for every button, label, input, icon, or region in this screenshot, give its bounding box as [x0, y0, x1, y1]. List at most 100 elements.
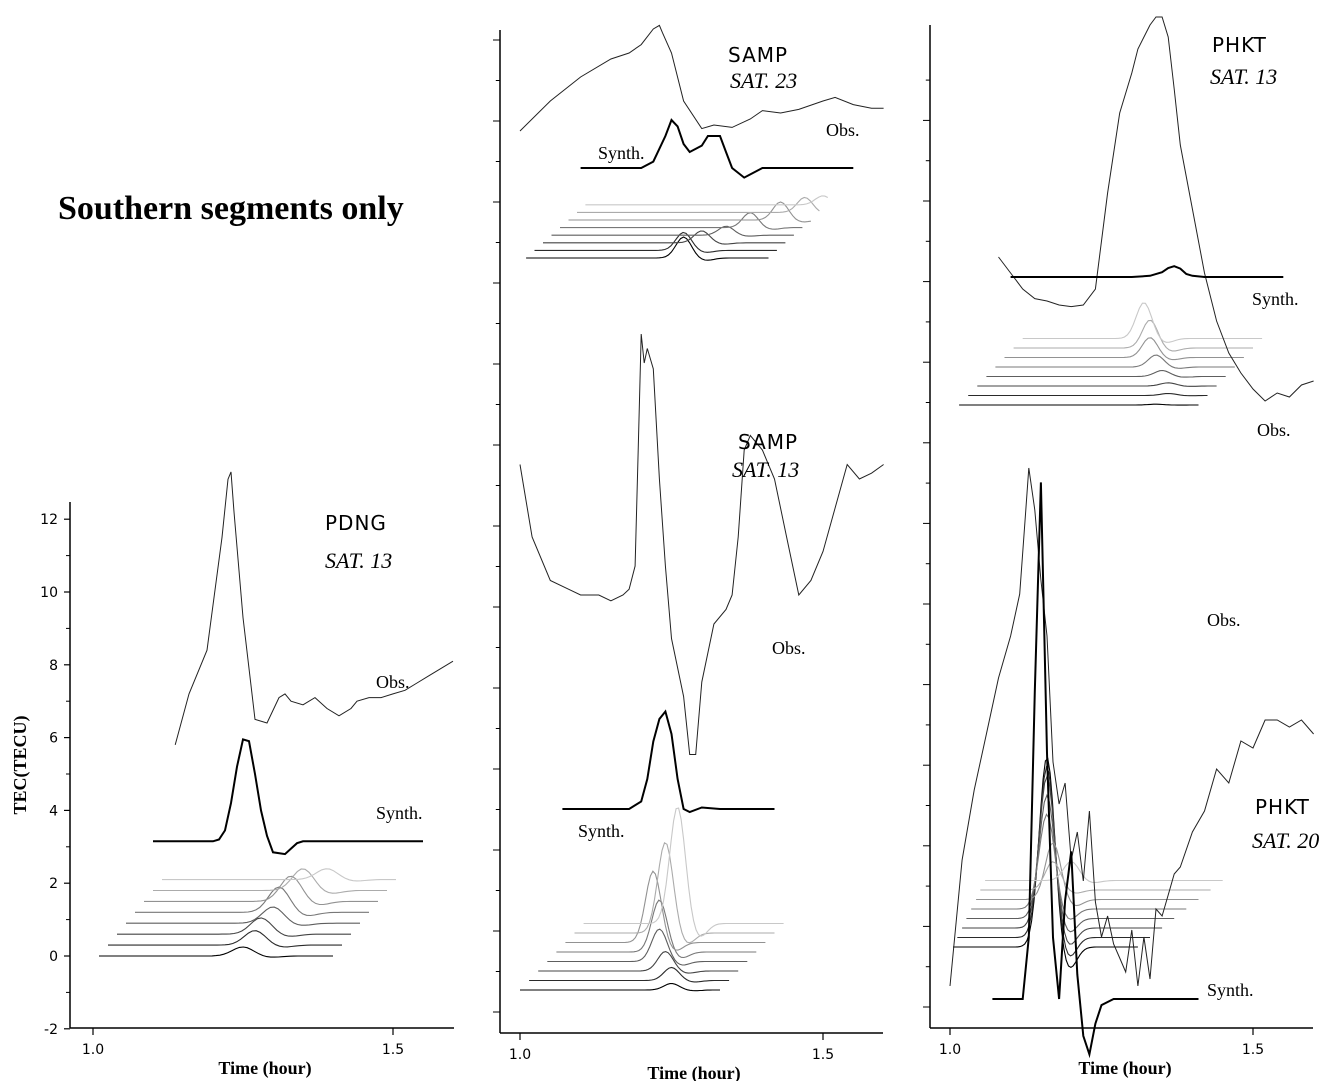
x-ticks: [519, 1033, 824, 1040]
station-label: PHKT: [1255, 795, 1310, 819]
model-stack: [959, 302, 1263, 406]
stack-trace: [520, 983, 720, 992]
satellite-label: SAT. 23: [730, 68, 797, 93]
obs-label: Obs.: [1257, 420, 1291, 440]
panel-phkt: 1.0 1.5 Time (hour) PHKT SAT. 13 Obs. Sy…: [923, 16, 1319, 1079]
stack-trace: [565, 870, 766, 951]
stack-trace: [962, 774, 1163, 945]
y-ticks: [923, 79, 930, 1008]
stack-trace: [577, 196, 820, 213]
figure-title: Southern segments only: [58, 190, 404, 227]
y-ticks: [493, 39, 500, 1013]
series-synth-line: [1010, 265, 1284, 278]
obs-label: Obs.: [376, 672, 410, 692]
x-tick-label: 1.5: [812, 1047, 834, 1063]
stack-trace: [583, 807, 784, 937]
stack-trace: [551, 225, 794, 237]
panel-samp: 1.0 1.5 Time (hour) SAMP SAT. 23 Obs. Sy…: [493, 24, 884, 1081]
stack-trace: [534, 231, 777, 253]
stack-trace: [995, 354, 1235, 369]
stack-trace: [971, 813, 1187, 920]
stack-trace: [977, 382, 1217, 387]
stack-trace: [135, 886, 369, 917]
y-tick-label: 12: [40, 512, 58, 528]
synth-label: Synth.: [1207, 980, 1254, 1000]
model-stack: [520, 807, 784, 992]
stack-trace: [1022, 302, 1263, 343]
stack-trace: [968, 392, 1208, 397]
obs-label: Obs.: [826, 120, 860, 140]
x-tick-label: 1.0: [82, 1042, 104, 1058]
series-synth-line: [580, 118, 854, 179]
y-tick-label: 6: [49, 731, 58, 747]
station-label: SAMP: [728, 43, 788, 67]
station-label: PDNG: [325, 511, 387, 535]
stack-trace: [985, 860, 1223, 884]
series-obs-line: [174, 471, 454, 746]
y-tick-label: 0: [49, 949, 58, 965]
y-tick-label: 2: [49, 876, 58, 892]
stack-trace: [162, 868, 396, 882]
x-tick-label: 1.5: [382, 1042, 404, 1058]
stack-trace: [574, 841, 775, 944]
y-tick-label: -2: [44, 1022, 58, 1038]
synth-label: Synth.: [578, 821, 625, 841]
stack-trace: [126, 906, 360, 926]
y-axis-label: TEC(TECU): [10, 715, 31, 814]
y-tick-label: 4: [49, 803, 58, 819]
series-obs-line: [998, 16, 1314, 402]
obs-label: Obs.: [772, 638, 806, 658]
stack-trace: [99, 946, 333, 958]
series-obs-line: [949, 467, 1314, 987]
model-stack: [953, 757, 1223, 969]
y-tick-label: 8: [49, 658, 58, 674]
stack-trace: [585, 195, 829, 206]
stack-trace: [547, 928, 748, 966]
stack-trace: [543, 230, 786, 245]
x-ticks: [949, 1028, 1254, 1035]
model-stack: [99, 868, 396, 958]
x-axis-label: Time (hour): [1078, 1058, 1171, 1079]
station-label: PHKT: [1212, 33, 1267, 57]
series-obs-line: [519, 333, 884, 755]
series-synth-line: [992, 482, 1199, 1059]
stack-trace: [144, 875, 378, 906]
stack-trace: [529, 966, 730, 983]
stack-trace: [986, 369, 1226, 378]
stack-trace: [980, 861, 1211, 894]
x-tick-label: 1.0: [509, 1047, 531, 1063]
stack-trace: [953, 757, 1138, 969]
panel-pdng: -2 0 2 4 6 8 10 12 1.0 1.5 Time (hour) TEC(TECU…: [10, 471, 454, 1079]
x-tick-label: 1.0: [939, 1042, 961, 1058]
series-synth-line: [153, 738, 423, 856]
x-axis-label: Time (hour): [218, 1058, 311, 1079]
stack-trace: [526, 236, 769, 261]
satellite-label: SAT. 13: [732, 457, 799, 482]
y-ticks: -2 0 2 4 6 8 10 12: [40, 512, 70, 1038]
stack-trace: [966, 793, 1175, 933]
stack-trace: [538, 951, 739, 974]
synth-label: Synth.: [598, 143, 645, 163]
stack-trace: [1013, 319, 1253, 352]
stack-trace: [560, 212, 803, 230]
y-tick-label: 10: [40, 585, 58, 601]
stack-trace: [108, 930, 342, 948]
series-obs-line: [519, 24, 884, 132]
stack-trace: [1004, 337, 1244, 361]
satellite-label: SAT. 13: [325, 548, 392, 573]
stack-trace: [556, 899, 757, 959]
model-stack: [526, 195, 829, 261]
station-label: SAMP: [738, 430, 798, 454]
x-ticks: [92, 1028, 394, 1035]
synth-label: Synth.: [376, 803, 423, 823]
x-tick-label: 1.5: [1242, 1042, 1264, 1058]
stack-trace: [117, 917, 351, 937]
stack-trace: [153, 868, 387, 894]
satellite-label: SAT. 20: [1252, 828, 1319, 853]
stack-trace: [959, 403, 1199, 406]
obs-label: Obs.: [1207, 610, 1241, 630]
synth-label: Synth.: [1252, 289, 1299, 309]
series-synth-line: [562, 709, 775, 814]
x-axis-label: Time (hour): [647, 1063, 740, 1081]
